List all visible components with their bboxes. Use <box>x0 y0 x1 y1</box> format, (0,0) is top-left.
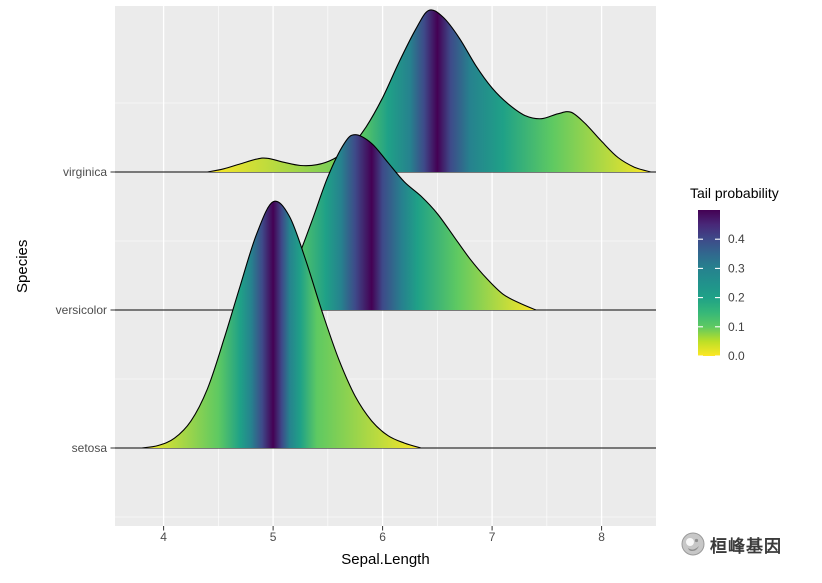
legend-tick-label: 0.1 <box>728 320 745 334</box>
watermark-text: 桓峰基因 <box>710 536 782 556</box>
legend-title: Tail probability <box>690 185 779 201</box>
y-axis-title: Species <box>14 239 31 293</box>
y-tick-label: versicolor <box>56 303 107 317</box>
legend-tick-label: 0.0 <box>728 349 745 363</box>
density-area <box>245 134 536 310</box>
legend-colorbar: 0.4 0.3 0.2 0.1 0.0 <box>698 210 745 363</box>
legend-tick-label: 0.2 <box>728 291 745 305</box>
ridge-setosa <box>115 200 656 449</box>
x-axis: 4 5 6 7 8 <box>160 526 605 544</box>
watermark-logo-icon <box>681 532 705 556</box>
density-area <box>141 201 421 448</box>
y-tick-label: setosa <box>72 441 108 455</box>
watermark: 桓峰基因 <box>680 531 782 557</box>
x-tick-label: 6 <box>379 530 386 544</box>
density-outline <box>207 9 652 173</box>
density-area <box>207 9 651 172</box>
colorbar <box>698 210 720 356</box>
y-tick-label: virginica <box>63 165 107 179</box>
x-tick-label: 4 <box>160 530 167 544</box>
x-tick-label: 5 <box>270 530 277 544</box>
density-outline <box>141 200 422 449</box>
x-tick-label: 8 <box>598 530 605 544</box>
legend-tick-label: 0.3 <box>728 261 745 275</box>
x-tick-label: 7 <box>489 530 496 544</box>
legend-tick-label: 0.4 <box>728 232 745 246</box>
x-axis-title: Sepal.Length <box>341 551 430 568</box>
y-axis: setosa versicolor virginica <box>56 165 115 455</box>
